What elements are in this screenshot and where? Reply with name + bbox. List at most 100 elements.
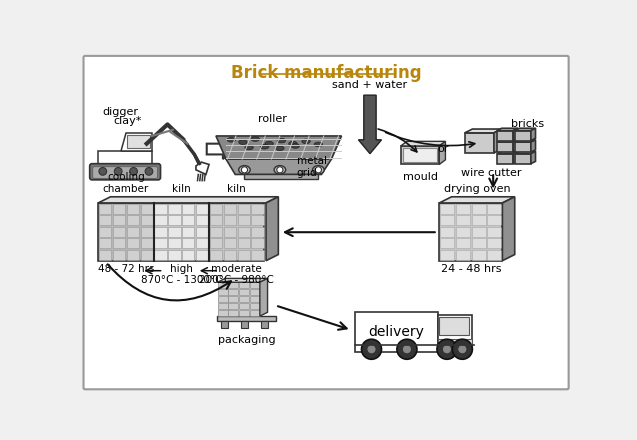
Polygon shape: [241, 321, 248, 328]
Text: drying oven: drying oven: [444, 184, 510, 194]
Ellipse shape: [265, 141, 273, 146]
Polygon shape: [224, 204, 236, 214]
Polygon shape: [456, 238, 470, 248]
Polygon shape: [228, 296, 238, 302]
Polygon shape: [260, 279, 268, 316]
Polygon shape: [196, 215, 208, 225]
Text: high
870°C - 1300°C: high 870°C - 1300°C: [141, 264, 222, 286]
Polygon shape: [239, 289, 249, 295]
Polygon shape: [355, 312, 438, 352]
Polygon shape: [471, 227, 486, 237]
Circle shape: [241, 167, 248, 173]
Polygon shape: [456, 227, 470, 237]
Polygon shape: [228, 310, 238, 316]
Polygon shape: [127, 238, 139, 248]
Polygon shape: [99, 227, 111, 237]
Polygon shape: [471, 238, 486, 248]
Text: digger: digger: [103, 107, 139, 117]
Polygon shape: [238, 250, 250, 260]
Polygon shape: [497, 131, 513, 141]
Ellipse shape: [239, 140, 247, 144]
Polygon shape: [154, 227, 167, 237]
Polygon shape: [471, 204, 486, 214]
Polygon shape: [497, 154, 513, 164]
Polygon shape: [438, 315, 471, 347]
Polygon shape: [238, 204, 250, 214]
Polygon shape: [217, 279, 268, 282]
Polygon shape: [224, 250, 236, 260]
Text: metal
grid: metal grid: [297, 156, 327, 178]
Polygon shape: [217, 289, 227, 295]
Polygon shape: [210, 250, 222, 260]
Polygon shape: [113, 204, 125, 214]
Polygon shape: [252, 204, 264, 214]
Polygon shape: [168, 204, 180, 214]
Polygon shape: [238, 238, 250, 248]
Polygon shape: [239, 310, 249, 316]
Polygon shape: [113, 238, 125, 248]
Polygon shape: [456, 250, 470, 260]
Text: roller: roller: [258, 114, 287, 125]
Polygon shape: [168, 215, 180, 225]
Polygon shape: [141, 227, 153, 237]
Polygon shape: [141, 204, 153, 214]
Polygon shape: [464, 133, 494, 153]
Text: kiln: kiln: [227, 184, 246, 194]
Polygon shape: [196, 250, 208, 260]
Ellipse shape: [313, 165, 324, 174]
Polygon shape: [182, 215, 194, 225]
Polygon shape: [440, 203, 503, 260]
Ellipse shape: [276, 146, 284, 150]
Polygon shape: [98, 203, 154, 260]
Polygon shape: [127, 250, 139, 260]
Polygon shape: [113, 215, 125, 225]
Text: mould: mould: [403, 172, 438, 182]
Polygon shape: [497, 151, 518, 154]
Ellipse shape: [251, 137, 259, 141]
Polygon shape: [217, 310, 227, 316]
Polygon shape: [182, 227, 194, 237]
Text: wire cutter: wire cutter: [461, 168, 521, 178]
Polygon shape: [471, 250, 486, 260]
Circle shape: [403, 345, 412, 354]
Polygon shape: [487, 238, 502, 248]
Text: kiln: kiln: [172, 184, 190, 194]
Polygon shape: [228, 303, 238, 309]
Polygon shape: [154, 238, 167, 248]
Polygon shape: [250, 282, 260, 289]
Polygon shape: [440, 227, 454, 237]
Text: packaging: packaging: [218, 334, 276, 345]
Text: cooling
chamber: cooling chamber: [103, 172, 149, 194]
Text: moderate
200°C - 980°C: moderate 200°C - 980°C: [199, 264, 274, 286]
Circle shape: [277, 167, 283, 173]
Polygon shape: [456, 215, 470, 225]
Polygon shape: [250, 289, 260, 295]
Polygon shape: [239, 296, 249, 302]
Polygon shape: [224, 238, 236, 248]
Polygon shape: [471, 215, 486, 225]
Polygon shape: [401, 146, 440, 165]
Polygon shape: [121, 133, 152, 151]
Circle shape: [362, 339, 382, 359]
Polygon shape: [98, 151, 152, 170]
Ellipse shape: [289, 141, 297, 146]
Polygon shape: [168, 227, 180, 237]
Polygon shape: [168, 238, 180, 248]
Polygon shape: [182, 250, 194, 260]
Polygon shape: [440, 204, 454, 214]
Polygon shape: [196, 204, 208, 214]
Polygon shape: [261, 321, 268, 328]
Polygon shape: [217, 296, 227, 302]
FancyArrow shape: [359, 95, 382, 154]
Circle shape: [145, 168, 153, 175]
Polygon shape: [245, 174, 318, 179]
Polygon shape: [513, 151, 518, 164]
Polygon shape: [209, 203, 264, 260]
Polygon shape: [228, 282, 238, 289]
Polygon shape: [127, 135, 150, 148]
Polygon shape: [250, 310, 260, 316]
Polygon shape: [440, 197, 515, 203]
Text: 48 - 72 hrs: 48 - 72 hrs: [97, 264, 154, 274]
Ellipse shape: [239, 165, 250, 174]
Polygon shape: [515, 142, 531, 152]
